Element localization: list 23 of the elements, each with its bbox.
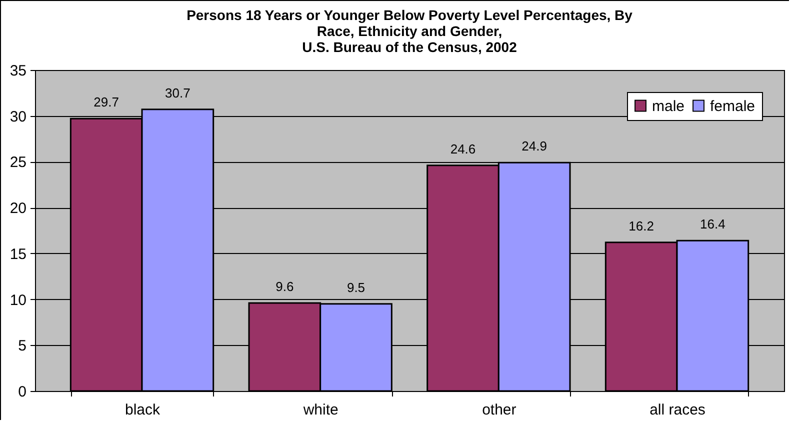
data-label: 16.2 <box>628 218 654 234</box>
x-tick-label: other <box>482 402 516 418</box>
y-tick-label: 0 <box>18 384 26 400</box>
y-tick-label: 15 <box>10 246 26 263</box>
legend-label: female <box>710 98 756 115</box>
x-tick-label: all races <box>650 402 706 418</box>
chart-title: Persons 18 Years or Younger Below Poverty Level Percentages, By Race, Ethnicity and Gender, U.S. Bureau of the Census, 2002 <box>186 7 633 55</box>
data-label: 30.7 <box>165 85 190 100</box>
data-label: 29.7 <box>94 94 119 110</box>
y-tick-label: 25 <box>10 154 26 172</box>
y-tick-label: 10 <box>10 292 26 309</box>
x-tick-label: black <box>124 402 160 418</box>
x-tick-label: white <box>302 402 338 418</box>
data-label: 24.6 <box>450 141 476 156</box>
y-tick-label: 20 <box>10 200 26 218</box>
data-label: 9.6 <box>276 278 294 294</box>
data-label: 9.5 <box>346 280 366 295</box>
y-tick-label: 5 <box>18 338 26 355</box>
legend-label: male <box>652 98 685 115</box>
y-tick-label: 35 <box>10 62 26 80</box>
y-tick-label: 30 <box>10 108 26 126</box>
data-label: 24.9 <box>522 138 547 154</box>
data-label: 16.4 <box>700 216 726 232</box>
